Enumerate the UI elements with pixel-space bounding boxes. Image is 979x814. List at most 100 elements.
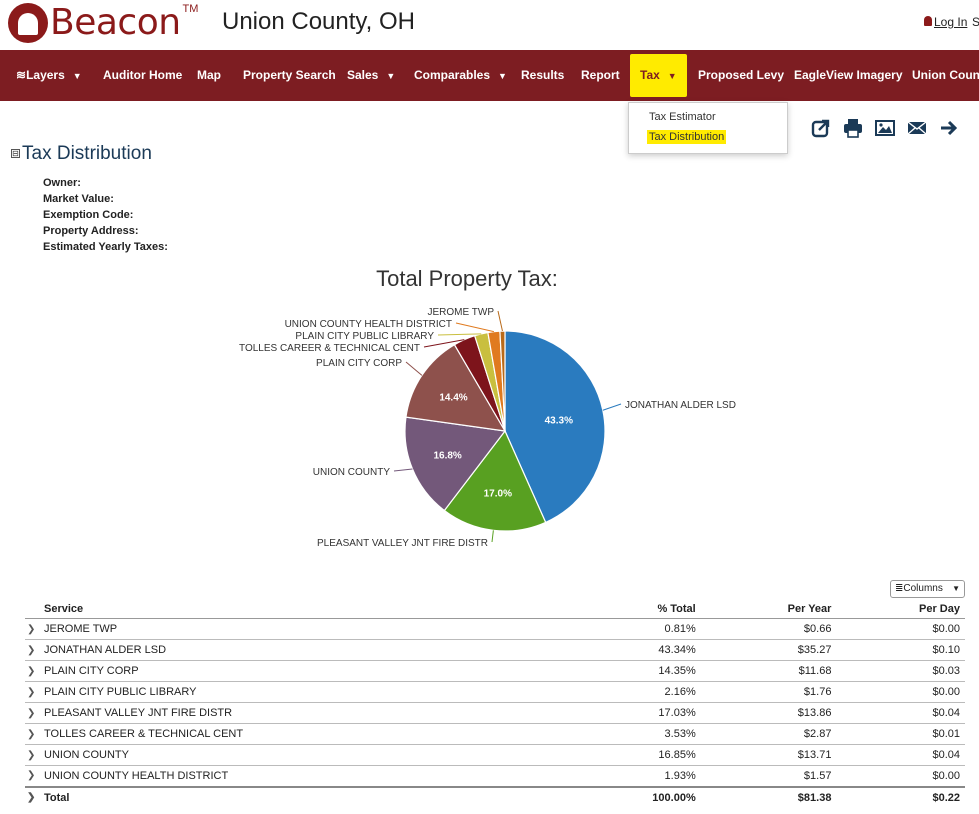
arrow-right-icon[interactable] [939, 118, 959, 138]
expand-row-icon[interactable]: ❯ [25, 765, 39, 787]
expand-row-icon[interactable]: ❯ [25, 702, 39, 724]
columns-button-label: Columns [903, 583, 943, 594]
slice-percent-label: 14.4% [439, 392, 467, 403]
expand-row-icon[interactable]: ❯ [25, 723, 39, 745]
cell-per-day: $0.04 [836, 702, 965, 724]
column-header-per-year[interactable]: Per Year [700, 600, 837, 619]
expand-row-icon[interactable]: ❯ [25, 639, 39, 661]
slice-category-label: PLAIN CITY CORP [316, 358, 402, 369]
pie-chart: 43.3% JONATHAN ALDER LSD 17.0% PLEASANT VAL… [239, 307, 736, 549]
collapse-section-icon[interactable]: ⊟ [11, 149, 20, 158]
expand-row-icon[interactable]: ❯ [25, 618, 39, 640]
section-title: Tax Distribution [22, 143, 152, 164]
column-header-pct-total[interactable]: % Total [566, 600, 701, 619]
table-row[interactable]: ❯ TOLLES CAREER & TECHNICAL CENT 3.53% $2.8… [25, 723, 965, 745]
nav-results[interactable]: Results [521, 68, 565, 82]
slice-percent-label: 43.3% [545, 416, 573, 427]
menu-item-tax-distribution[interactable]: Tax Distribution [647, 130, 727, 144]
column-header-per-day[interactable]: Per Day [836, 600, 965, 619]
nav-eagleview-imagery[interactable]: EagleView Imagery [794, 68, 903, 82]
leader-line [405, 361, 423, 376]
cell-service: PLAIN CITY PUBLIC LIBRARY [39, 681, 567, 703]
table-row[interactable]: ❯ PLEASANT VALLEY JNT FIRE DISTR 17.03% $13… [25, 702, 965, 724]
nav-comparables[interactable]: Comparables ▼ [414, 50, 507, 101]
slice-percent-label: 16.8% [433, 451, 461, 462]
print-icon[interactable] [843, 118, 863, 138]
header-overflow-text: S [972, 15, 979, 29]
table-row[interactable]: ❯ PLAIN CITY CORP 14.35% $11.68 $0.03 [25, 660, 965, 682]
cell-per-day: $0.00 [836, 618, 965, 640]
chevron-down-icon: ▼ [667, 71, 677, 81]
leader-line [602, 403, 622, 411]
chart-title: Total Property Tax: [376, 266, 558, 291]
email-icon[interactable] [907, 118, 927, 138]
chevron-down-icon: ▼ [952, 584, 960, 593]
cell-per-day: $0.10 [836, 639, 965, 661]
chevron-down-icon: ▼ [386, 71, 396, 81]
pie-slice[interactable] [504, 330, 606, 524]
table-row[interactable]: ❯ JONATHAN ALDER LSD 43.34% $35.27 $0.10 [25, 639, 965, 661]
pie-slice[interactable] [404, 416, 507, 512]
expand-row-icon[interactable]: ❯ [25, 660, 39, 682]
tax-distribution-table: Service % Total Per Year Per Day ❯ JEROME… [25, 600, 965, 808]
menu-item-tax-estimator[interactable]: Tax Estimator [649, 111, 716, 123]
column-header-service[interactable]: Service [39, 600, 567, 619]
county-title: Union County, OH [222, 8, 415, 35]
nav-property-search[interactable]: Property Search [243, 68, 336, 82]
total-service: Total [39, 785, 567, 808]
table-row[interactable]: ❯ UNION COUNTY 16.85% $13.71 $0.04 [25, 744, 965, 766]
cell-service: UNION COUNTY HEALTH DISTRICT [39, 765, 567, 787]
table-header-row: Service % Total Per Year Per Day [25, 600, 965, 619]
pie-slice[interactable] [443, 429, 547, 532]
pie-slice[interactable] [405, 343, 507, 432]
chevron-down-icon: ▼ [72, 71, 82, 81]
slice-category-label: UNION COUNTY [313, 467, 391, 478]
expand-row-icon[interactable]: ❯ [25, 681, 39, 703]
slice-category-label: TOLLES CAREER & TECHNICAL CENT [239, 343, 420, 354]
tax-dropdown-menu: Tax Estimator Tax Distribution [628, 102, 788, 154]
nav-layers[interactable]: ≋Layers ▼ [16, 50, 82, 101]
nav-tax[interactable]: Tax ▼ [630, 54, 687, 97]
table-row[interactable]: ❯ JEROME TWP 0.81% $0.66 $0.00 [25, 618, 965, 640]
share-icon[interactable] [811, 118, 831, 138]
cell-per-day: $0.04 [836, 744, 965, 766]
nav-tax-label: Tax [640, 68, 660, 82]
owner-label: Owner: [43, 177, 81, 189]
beacon-logo[interactable]: Beacon TM [8, 2, 198, 43]
expand-column-header [25, 600, 39, 619]
cell-pct: 17.03% [566, 702, 701, 724]
cell-per-year: $2.87 [700, 723, 837, 745]
cell-per-year: $0.66 [700, 618, 837, 640]
table-row[interactable]: ❯ PLAIN CITY PUBLIC LIBRARY 2.16% $1.76 $0.0… [25, 681, 965, 703]
cell-per-day: $0.01 [836, 723, 965, 745]
capitol-dome-icon [8, 2, 48, 43]
exemption-code-label: Exemption Code: [43, 209, 134, 221]
nav-layers-label: Layers [26, 68, 65, 82]
table-total-row[interactable]: ❯ Total 100.00% $81.38 $0.22 [25, 785, 965, 808]
cell-pct: 43.34% [566, 639, 701, 661]
leader-line [423, 339, 465, 348]
pie-slice[interactable] [499, 330, 506, 432]
nav-union-county[interactable]: Union County [912, 68, 979, 82]
nav-sales[interactable]: Sales ▼ [347, 50, 395, 101]
cell-per-year: $13.86 [700, 702, 837, 724]
nav-sales-label: Sales [347, 68, 379, 82]
expand-row-icon[interactable]: ❯ [25, 744, 39, 766]
nav-map[interactable]: Map [197, 68, 221, 82]
chevron-down-icon: ▼ [498, 71, 507, 81]
slice-category-label: JEROME TWP [428, 307, 495, 318]
cell-per-year: $13.71 [700, 744, 837, 766]
columns-button[interactable]: ≣Columns ▼ [890, 580, 965, 598]
slice-category-label: UNION COUNTY HEALTH DISTRICT [285, 319, 452, 330]
slice-category-label: PLEASANT VALLEY JNT FIRE DISTR [317, 538, 488, 549]
app-header: Beacon TM Union County, OH Log In S [0, 0, 979, 50]
nav-report[interactable]: Report [581, 68, 620, 82]
expand-row-icon[interactable]: ❯ [25, 785, 39, 808]
cell-per-year: $11.68 [700, 660, 837, 682]
nav-auditor-home[interactable]: Auditor Home [103, 68, 183, 82]
login-link[interactable]: Log In [934, 15, 968, 29]
image-icon[interactable] [875, 118, 895, 138]
nav-proposed-levy[interactable]: Proposed Levy [698, 68, 785, 82]
table-row[interactable]: ❯ UNION COUNTY HEALTH DISTRICT 1.93% $1.57 $… [25, 765, 965, 787]
cell-service: JEROME TWP [39, 618, 567, 640]
